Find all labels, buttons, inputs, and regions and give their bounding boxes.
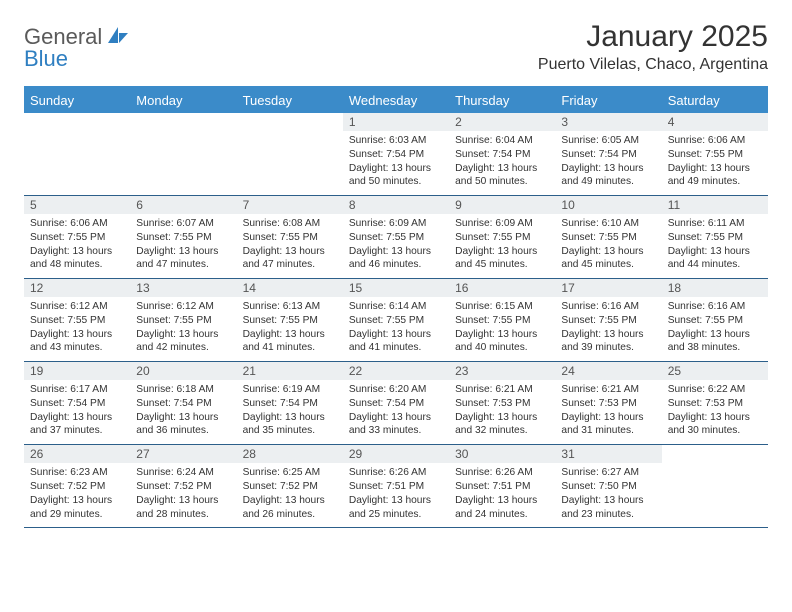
day-detail: Sunrise: 6:08 AMSunset: 7:55 PMDaylight:… (237, 214, 343, 279)
day-number: 13 (130, 279, 236, 298)
day-detail: Sunrise: 6:14 AMSunset: 7:55 PMDaylight:… (343, 297, 449, 362)
day-number: 23 (449, 362, 555, 381)
day-detail (130, 131, 236, 196)
day-detail: Sunrise: 6:03 AMSunset: 7:54 PMDaylight:… (343, 131, 449, 196)
day-number: 5 (24, 196, 130, 215)
day-number: 12 (24, 279, 130, 298)
weekday-header: Saturday (662, 88, 768, 113)
day-detail: Sunrise: 6:12 AMSunset: 7:55 PMDaylight:… (130, 297, 236, 362)
day-detail: Sunrise: 6:25 AMSunset: 7:52 PMDaylight:… (237, 463, 343, 528)
daynum-row: 19202122232425 (24, 362, 768, 381)
day-number: 19 (24, 362, 130, 381)
day-detail: Sunrise: 6:12 AMSunset: 7:55 PMDaylight:… (24, 297, 130, 362)
detail-row: Sunrise: 6:23 AMSunset: 7:52 PMDaylight:… (24, 463, 768, 528)
day-number: 17 (555, 279, 661, 298)
day-detail: Sunrise: 6:27 AMSunset: 7:50 PMDaylight:… (555, 463, 661, 528)
day-number: 25 (662, 362, 768, 381)
day-detail: Sunrise: 6:24 AMSunset: 7:52 PMDaylight:… (130, 463, 236, 528)
day-detail: Sunrise: 6:17 AMSunset: 7:54 PMDaylight:… (24, 380, 130, 445)
day-detail: Sunrise: 6:21 AMSunset: 7:53 PMDaylight:… (555, 380, 661, 445)
day-number: 14 (237, 279, 343, 298)
daynum-row: 12131415161718 (24, 279, 768, 298)
daynum-row: 1234 (24, 113, 768, 131)
weekday-header: Monday (130, 88, 236, 113)
day-detail: Sunrise: 6:15 AMSunset: 7:55 PMDaylight:… (449, 297, 555, 362)
day-number (24, 113, 130, 131)
calendar: Sunday Monday Tuesday Wednesday Thursday… (24, 86, 768, 528)
day-detail: Sunrise: 6:06 AMSunset: 7:55 PMDaylight:… (24, 214, 130, 279)
day-detail: Sunrise: 6:10 AMSunset: 7:55 PMDaylight:… (555, 214, 661, 279)
day-number: 20 (130, 362, 236, 381)
day-number: 29 (343, 445, 449, 464)
day-number: 24 (555, 362, 661, 381)
day-number: 28 (237, 445, 343, 464)
day-detail: Sunrise: 6:21 AMSunset: 7:53 PMDaylight:… (449, 380, 555, 445)
day-detail: Sunrise: 6:16 AMSunset: 7:55 PMDaylight:… (662, 297, 768, 362)
day-number: 2 (449, 113, 555, 131)
day-detail (24, 131, 130, 196)
weekday-header: Thursday (449, 88, 555, 113)
day-detail: Sunrise: 6:07 AMSunset: 7:55 PMDaylight:… (130, 214, 236, 279)
title-block: January 2025 Puerto Vilelas, Chaco, Arge… (538, 20, 768, 74)
day-detail: Sunrise: 6:18 AMSunset: 7:54 PMDaylight:… (130, 380, 236, 445)
day-number: 10 (555, 196, 661, 215)
detail-row: Sunrise: 6:12 AMSunset: 7:55 PMDaylight:… (24, 297, 768, 362)
day-number (237, 113, 343, 131)
day-number: 7 (237, 196, 343, 215)
day-number: 6 (130, 196, 236, 215)
day-detail: Sunrise: 6:09 AMSunset: 7:55 PMDaylight:… (343, 214, 449, 279)
header: General January 2025 Puerto Vilelas, Cha… (24, 20, 768, 74)
day-number: 27 (130, 445, 236, 464)
day-detail: Sunrise: 6:11 AMSunset: 7:55 PMDaylight:… (662, 214, 768, 279)
day-number: 15 (343, 279, 449, 298)
day-detail: Sunrise: 6:16 AMSunset: 7:55 PMDaylight:… (555, 297, 661, 362)
day-number: 3 (555, 113, 661, 131)
location: Puerto Vilelas, Chaco, Argentina (538, 56, 768, 74)
day-number: 1 (343, 113, 449, 131)
daynum-row: 262728293031 (24, 445, 768, 464)
day-number: 9 (449, 196, 555, 215)
day-detail: Sunrise: 6:09 AMSunset: 7:55 PMDaylight:… (449, 214, 555, 279)
logo-text-blue: Blue (24, 46, 68, 72)
day-detail: Sunrise: 6:26 AMSunset: 7:51 PMDaylight:… (449, 463, 555, 528)
day-number: 22 (343, 362, 449, 381)
weekday-header: Sunday (24, 88, 130, 113)
day-detail: Sunrise: 6:06 AMSunset: 7:55 PMDaylight:… (662, 131, 768, 196)
day-detail: Sunrise: 6:13 AMSunset: 7:55 PMDaylight:… (237, 297, 343, 362)
daynum-row: 567891011 (24, 196, 768, 215)
weekday-header-row: Sunday Monday Tuesday Wednesday Thursday… (24, 88, 768, 113)
month-title: January 2025 (538, 20, 768, 54)
day-number: 21 (237, 362, 343, 381)
day-number: 31 (555, 445, 661, 464)
day-number: 18 (662, 279, 768, 298)
day-detail: Sunrise: 6:23 AMSunset: 7:52 PMDaylight:… (24, 463, 130, 528)
day-detail (237, 131, 343, 196)
detail-row: Sunrise: 6:06 AMSunset: 7:55 PMDaylight:… (24, 214, 768, 279)
day-detail (662, 463, 768, 528)
day-number: 30 (449, 445, 555, 464)
day-detail: Sunrise: 6:22 AMSunset: 7:53 PMDaylight:… (662, 380, 768, 445)
weekday-header: Friday (555, 88, 661, 113)
day-number: 26 (24, 445, 130, 464)
day-detail: Sunrise: 6:26 AMSunset: 7:51 PMDaylight:… (343, 463, 449, 528)
weekday-header: Tuesday (237, 88, 343, 113)
day-detail: Sunrise: 6:04 AMSunset: 7:54 PMDaylight:… (449, 131, 555, 196)
day-number (130, 113, 236, 131)
day-number (662, 445, 768, 464)
day-detail: Sunrise: 6:19 AMSunset: 7:54 PMDaylight:… (237, 380, 343, 445)
calendar-body: 1234Sunrise: 6:03 AMSunset: 7:54 PMDayli… (24, 113, 768, 528)
day-number: 16 (449, 279, 555, 298)
detail-row: Sunrise: 6:17 AMSunset: 7:54 PMDaylight:… (24, 380, 768, 445)
day-number: 11 (662, 196, 768, 215)
day-detail: Sunrise: 6:05 AMSunset: 7:54 PMDaylight:… (555, 131, 661, 196)
calendar-table: Sunday Monday Tuesday Wednesday Thursday… (24, 88, 768, 528)
day-number: 8 (343, 196, 449, 215)
logo-sail-icon (106, 25, 130, 50)
detail-row: Sunrise: 6:03 AMSunset: 7:54 PMDaylight:… (24, 131, 768, 196)
day-detail: Sunrise: 6:20 AMSunset: 7:54 PMDaylight:… (343, 380, 449, 445)
day-number: 4 (662, 113, 768, 131)
weekday-header: Wednesday (343, 88, 449, 113)
